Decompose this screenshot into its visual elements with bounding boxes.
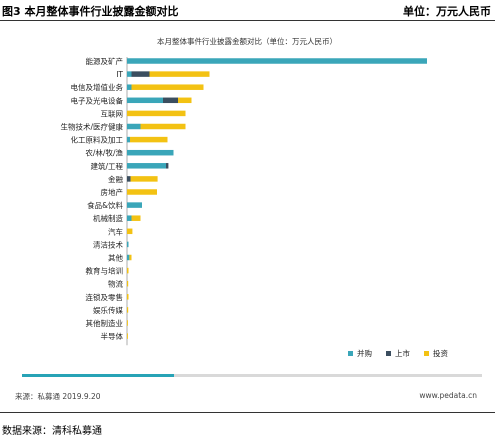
bar-segment	[127, 136, 130, 143]
bar-segment	[127, 280, 129, 287]
legend-label: 投资	[433, 348, 448, 358]
scroll-progress-bar	[22, 374, 482, 377]
category-label: 建筑/工程	[90, 161, 123, 171]
bar-segment	[127, 215, 132, 221]
bar-segment	[127, 176, 131, 182]
category-label: 化工原料及加工	[71, 135, 124, 145]
category-label: 金融	[108, 174, 123, 184]
legend-swatch	[424, 351, 429, 356]
unit-label: 单位：万元人民币	[403, 5, 491, 18]
bar-segment	[127, 241, 129, 248]
category-label: 生物技术/医疗健康	[60, 122, 123, 132]
bar-segment	[127, 307, 129, 313]
category-label: 半导体	[101, 331, 124, 341]
bar-segment	[129, 254, 132, 261]
bar-segment	[127, 267, 129, 274]
category-label: 房地产	[101, 187, 124, 197]
bar-segment	[163, 97, 178, 104]
bar-segment	[127, 58, 427, 64]
category-label: 能源及矿产	[86, 56, 124, 66]
bar-segment	[127, 84, 132, 90]
bar-segment	[127, 320, 128, 326]
category-label: 连锁及零售	[86, 292, 124, 302]
category-label: 农/林/牧/渔	[85, 148, 123, 158]
bar-segment	[127, 294, 129, 300]
bar-segment	[127, 123, 141, 130]
category-label: 物流	[108, 279, 123, 289]
category-label: 其他制造业	[86, 318, 124, 328]
category-label: 教育与培训	[86, 266, 124, 276]
bottom-divider	[0, 412, 495, 413]
bar-segment	[131, 84, 204, 90]
bar-segment	[149, 71, 210, 77]
bar-segment	[127, 71, 132, 77]
legend-label: 并购	[357, 348, 372, 358]
bar-segment	[127, 189, 157, 195]
category-label: 互联网	[101, 109, 124, 118]
bar-segment	[140, 123, 186, 130]
bar-chart: 本月整体事件行业披露金额对比（单位：万元人民币） 能源及矿产 IT 电信及增值业务电子…	[60, 36, 448, 358]
category-label: IT	[116, 70, 123, 79]
bar-segment	[127, 163, 166, 169]
top-divider	[0, 20, 495, 21]
data-source-note: 数据来源：清科私募通	[2, 426, 102, 437]
category-label: 电子及光电设备	[71, 95, 124, 105]
chart-source-text: 来源：私募通 2019.9.20	[15, 392, 101, 401]
bar-segment	[127, 333, 128, 339]
chart-site-text: www.pedata.cn	[419, 391, 477, 400]
category-label: 娱乐传媒	[93, 305, 123, 315]
bar-segment	[127, 149, 174, 156]
category-label: 食品&饮料	[87, 200, 123, 210]
bar-segment	[131, 71, 150, 77]
bar-segment	[127, 97, 163, 104]
chart-title: 本月整体事件行业披露金额对比（单位：万元人民币）	[157, 36, 337, 46]
bar-segment	[130, 136, 168, 143]
bar-segment	[127, 110, 186, 117]
bar-segment	[131, 215, 141, 221]
bar-segment	[127, 228, 133, 235]
bar-segment	[166, 163, 169, 169]
category-label: 电信及增值业务	[71, 82, 124, 92]
scroll-progress-fill	[22, 374, 174, 377]
category-label: 汽车	[108, 226, 123, 236]
category-label: 清洁技术	[93, 239, 123, 249]
legend-label: 上市	[395, 348, 410, 358]
figure-header: 图3 本月整体事件行业披露金额对比 单位：万元人民币	[0, 0, 495, 24]
chart-container: 本月整体事件行业披露金额对比（单位：万元人民币） 能源及矿产 IT 电信及增值业务 电子…	[5, 24, 490, 410]
bar-segment	[178, 97, 192, 104]
bar-segment	[127, 254, 130, 261]
bar-segment	[127, 202, 142, 208]
legend-swatch	[348, 351, 353, 356]
category-label: 其他	[108, 253, 123, 263]
figure-title: 图3 本月整体事件行业披露金额对比	[2, 5, 179, 18]
bar-segment	[130, 176, 158, 182]
legend-swatch	[386, 351, 391, 356]
category-label: 机械制造	[93, 213, 123, 223]
